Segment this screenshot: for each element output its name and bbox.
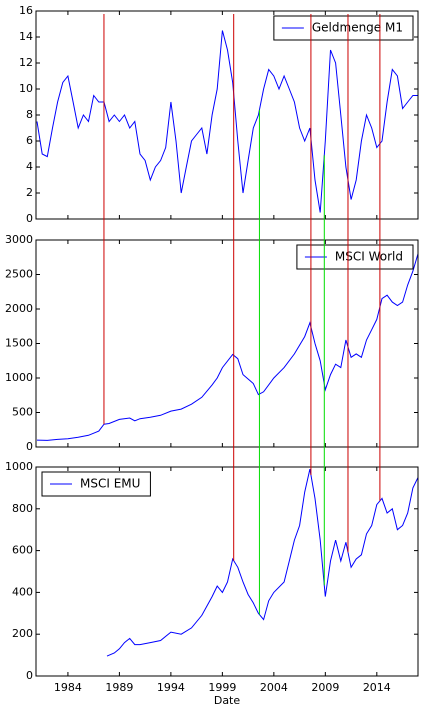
x-axis-label: Date [214,694,241,707]
y-tick-label: 2 [26,186,33,199]
legend-label: Geldmenge M1 [312,21,403,35]
y-tick-label: 500 [12,406,33,419]
y-tick-label: 1000 [5,371,33,384]
x-tick-label: 2014 [363,681,391,694]
legend: Geldmenge M1 [273,15,414,41]
x-tick-label: 1984 [54,681,82,694]
y-tick-label: 16 [19,4,33,17]
plot-frame [35,466,419,677]
x-tick-label: 2009 [311,681,339,694]
y-tick-label: 8 [26,108,33,121]
y-tick-label: 600 [12,544,33,557]
y-tick-label: 3000 [5,233,33,246]
legend: MSCI World [296,244,414,270]
legend-label: MSCI EMU [80,477,140,491]
y-tick-label: 2000 [5,302,33,315]
y-tick-label: 10 [19,82,33,95]
plot-frame [35,239,419,448]
y-tick-label: 0 [26,440,33,453]
y-tick-label: 14 [19,30,33,43]
y-tick-label: 1500 [5,337,33,350]
y-tick-label: 6 [26,134,33,147]
y-tick-label: 400 [12,585,33,598]
y-tick-label: 12 [19,56,33,69]
y-tick-label: 4 [26,160,33,173]
y-tick-label: 1000 [5,460,33,473]
legend-label: MSCI World [335,250,403,264]
y-tick-label: 0 [26,212,33,225]
data-line [36,30,418,213]
data-line [106,468,419,657]
y-tick-label: 800 [12,502,33,515]
y-tick-label: 200 [12,627,33,640]
plot-frame [35,10,419,220]
x-tick-label: 1999 [208,681,236,694]
x-tick-label: 1994 [157,681,185,694]
y-tick-label: 0 [26,669,33,682]
legend: MSCI EMU [41,471,151,497]
x-tick-label: 2004 [260,681,288,694]
x-tick-label: 1989 [105,681,133,694]
y-tick-label: 2500 [5,268,33,281]
data-line [36,253,419,441]
